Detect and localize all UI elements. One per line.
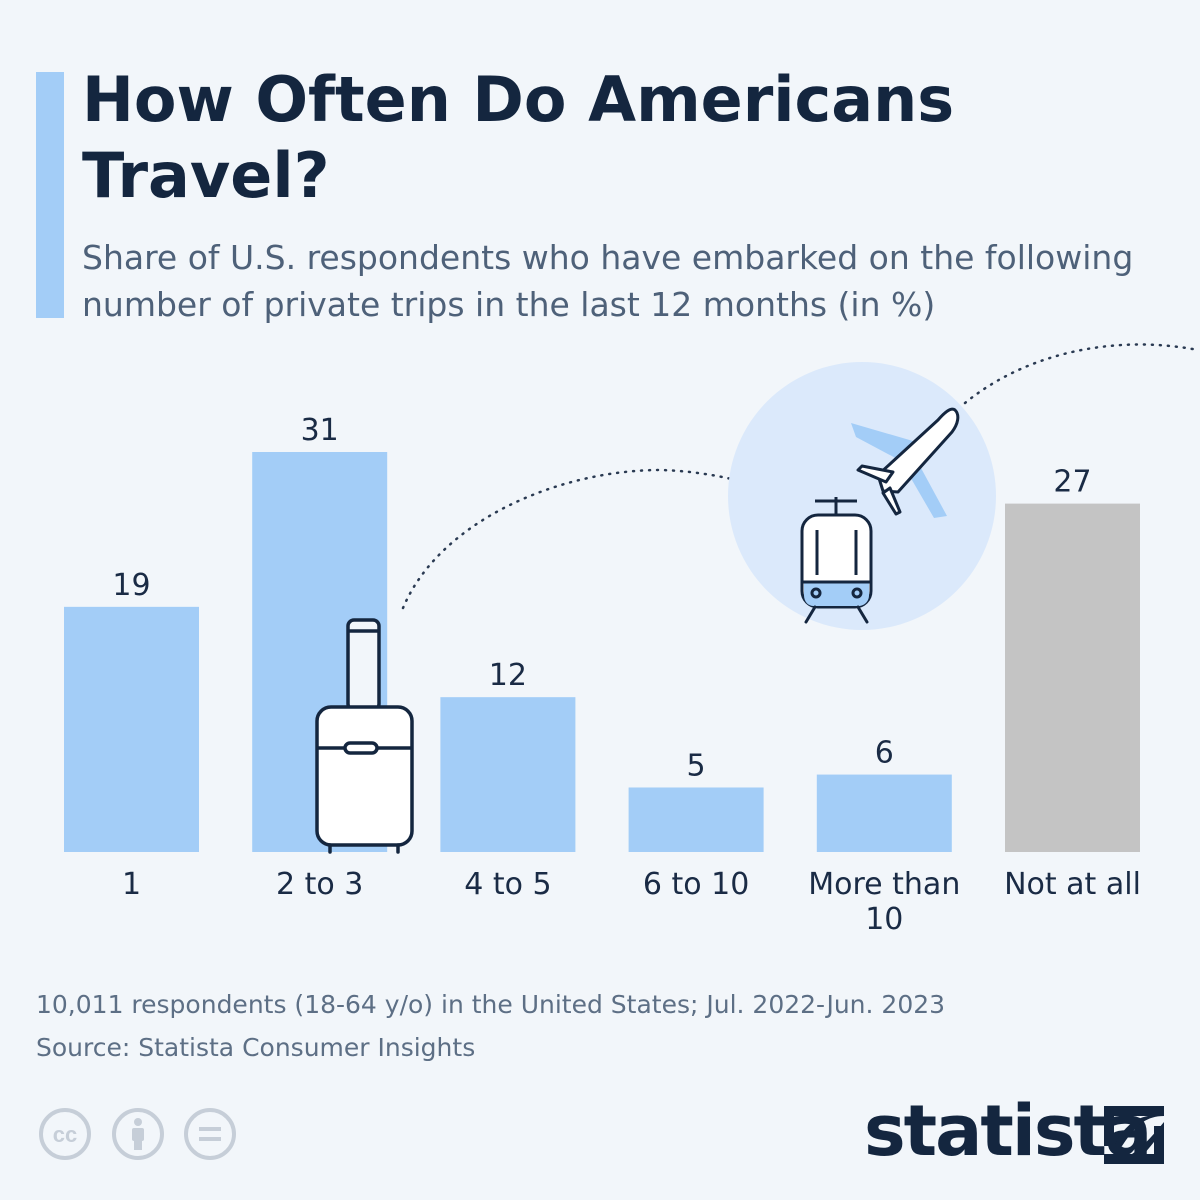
category-label-5: Not at all — [1004, 867, 1141, 902]
dotted-path — [963, 343, 1200, 405]
value-label-1: 31 — [301, 413, 339, 448]
value-label-2: 12 — [489, 658, 527, 693]
statista-logo-icon[interactable] — [1104, 1106, 1164, 1164]
footnote-sample: 10,011 respondents (18-64 y/o) in the Un… — [36, 990, 946, 1019]
train-icon — [800, 497, 873, 624]
airplane-icon — [851, 407, 960, 518]
suitcase-icon — [315, 618, 414, 854]
bar-2 — [440, 697, 576, 852]
svg-text:cc: cc — [53, 1122, 77, 1147]
value-label-4: 6 — [875, 736, 894, 771]
chart-title: How Often Do Americans Travel? — [82, 63, 955, 212]
chart-subtitle: Share of U.S. respondents who have embar… — [82, 238, 1134, 324]
bar-chart: 19 31 12 5 6 27 1 2 to 3 4 to 5 6 to 10 More than… — [64, 343, 1200, 937]
title-accent-bar — [36, 72, 64, 318]
nd-icon[interactable] — [183, 1107, 237, 1161]
cc-icon[interactable]: cc — [38, 1107, 92, 1161]
bar-4 — [816, 774, 952, 852]
category-label-2: 4 to 5 — [464, 867, 551, 902]
category-label-1: 2 to 3 — [276, 867, 363, 902]
bar-3 — [628, 787, 764, 852]
by-icon[interactable] — [111, 1107, 165, 1161]
bar-0 — [64, 606, 199, 852]
category-label-3: 6 to 10 — [643, 867, 749, 902]
category-label-0: 1 — [122, 867, 141, 902]
value-label-5: 27 — [1053, 465, 1091, 500]
footnote-source: Source: Statista Consumer Insights — [36, 1033, 476, 1062]
bar-5 — [1005, 503, 1140, 852]
category-label-4: More than 10 — [808, 867, 960, 937]
value-label-3: 5 — [687, 748, 706, 783]
value-label-0: 19 — [112, 568, 150, 603]
